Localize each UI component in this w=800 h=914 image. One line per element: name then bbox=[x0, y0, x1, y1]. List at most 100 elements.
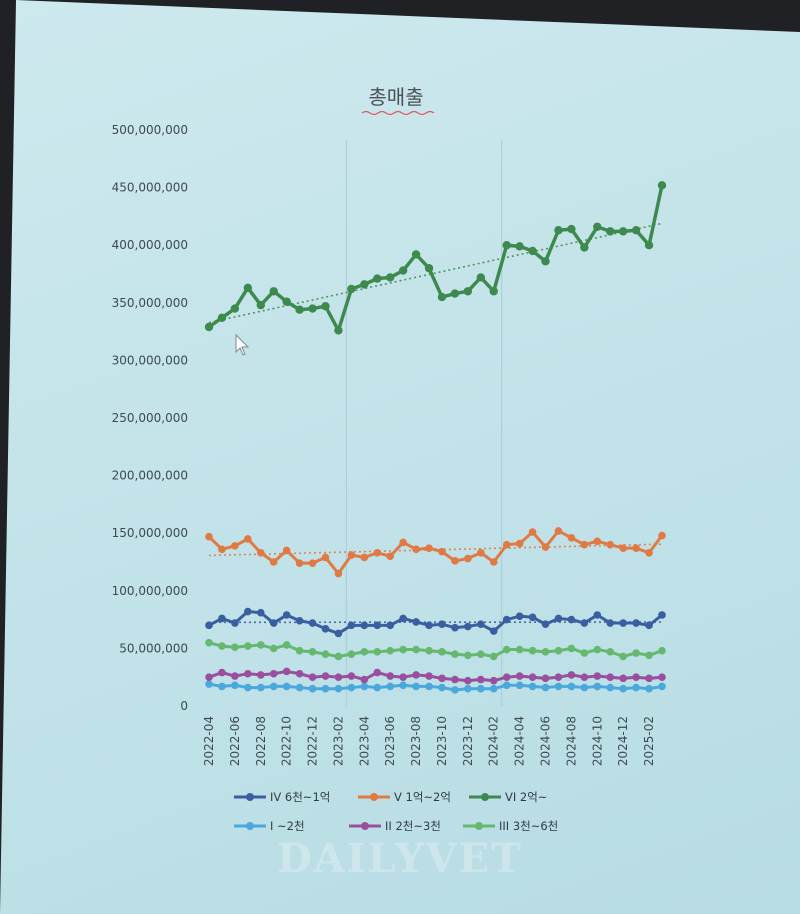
watermark: DAILYVET bbox=[277, 835, 523, 882]
data-point bbox=[567, 644, 576, 653]
data-point bbox=[308, 304, 317, 313]
data-point bbox=[541, 257, 550, 266]
x-tick-label: 2023-04 bbox=[357, 716, 371, 766]
data-point bbox=[528, 528, 537, 536]
data-point bbox=[244, 669, 252, 678]
data-point bbox=[658, 531, 666, 540]
data-point bbox=[334, 684, 343, 693]
legend-label: VI 2억~ bbox=[505, 790, 547, 804]
data-point bbox=[269, 669, 278, 678]
data-point bbox=[360, 280, 369, 289]
data-point bbox=[606, 227, 615, 236]
legend-item-2[interactable]: V 1억~2억 bbox=[358, 790, 451, 804]
data-point bbox=[541, 648, 550, 656]
data-point bbox=[502, 615, 511, 624]
data-point bbox=[386, 646, 395, 655]
data-point bbox=[463, 287, 473, 296]
data-point bbox=[438, 620, 446, 629]
y-tick-label: 500,000,000 bbox=[112, 123, 188, 137]
data-point bbox=[515, 242, 524, 251]
data-point bbox=[489, 627, 498, 635]
data-point bbox=[580, 619, 589, 627]
data-point bbox=[412, 618, 420, 626]
legend-marker bbox=[361, 822, 369, 830]
data-point bbox=[282, 682, 291, 691]
x-tick-label: 2024-02 bbox=[487, 716, 501, 766]
series-5 bbox=[205, 667, 666, 685]
data-point bbox=[386, 672, 395, 680]
series-line bbox=[207, 184, 664, 333]
data-point bbox=[631, 226, 641, 235]
legend-item-6[interactable]: III 3천~6천 bbox=[463, 819, 558, 833]
legend-label: II 2천~3천 bbox=[385, 819, 441, 833]
data-point bbox=[593, 645, 602, 654]
data-point bbox=[360, 648, 369, 656]
x-tick-label: 2023-06 bbox=[383, 716, 397, 766]
x-tick-label: 2024-06 bbox=[539, 716, 553, 766]
chart-title: 총매출 bbox=[368, 85, 423, 109]
data-point bbox=[269, 619, 278, 627]
legend-item-1[interactable]: IV 6천~1억 bbox=[234, 790, 330, 804]
data-point bbox=[425, 646, 433, 655]
legend-label: III 3천~6천 bbox=[499, 819, 558, 833]
data-point bbox=[541, 620, 550, 629]
legend-marker bbox=[246, 793, 254, 801]
data-point bbox=[373, 683, 382, 692]
data-point bbox=[321, 650, 330, 658]
data-point bbox=[256, 300, 265, 310]
data-point bbox=[528, 613, 537, 622]
legend[interactable]: IV 6천~1억 V 1억~2억 VI 2억~ I ~2천 II 2천~3천 III 3천… bbox=[234, 790, 558, 833]
data-point bbox=[593, 611, 602, 619]
legend-item-3[interactable]: VI 2억~ bbox=[469, 790, 547, 804]
data-point bbox=[464, 651, 472, 660]
data-point bbox=[619, 544, 627, 552]
data-point bbox=[205, 680, 213, 688]
series-4 bbox=[205, 680, 666, 694]
data-point bbox=[282, 546, 291, 555]
data-point bbox=[412, 645, 420, 654]
data-point bbox=[464, 676, 472, 685]
data-point bbox=[606, 540, 615, 549]
data-point bbox=[657, 181, 667, 190]
data-point bbox=[334, 652, 343, 661]
series-2 bbox=[205, 527, 666, 578]
legend-label: V 1억~2억 bbox=[394, 790, 451, 804]
legend-item-5[interactable]: II 2천~3천 bbox=[349, 819, 441, 833]
x-tick-label: 2023-02 bbox=[331, 716, 345, 766]
data-point bbox=[464, 622, 472, 631]
data-point bbox=[502, 540, 511, 549]
data-point bbox=[269, 558, 278, 566]
legend-marker bbox=[246, 822, 254, 830]
trendline-3 bbox=[208, 222, 663, 324]
data-point bbox=[502, 681, 511, 690]
data-point bbox=[386, 552, 395, 561]
data-point bbox=[580, 243, 589, 252]
data-point bbox=[658, 682, 666, 691]
data-point bbox=[528, 682, 537, 691]
data-point bbox=[244, 683, 252, 692]
x-tick-label: 2024-08 bbox=[564, 716, 578, 766]
data-point bbox=[477, 675, 485, 684]
data-point bbox=[580, 540, 589, 549]
x-tick-label: 2022-06 bbox=[228, 716, 242, 766]
data-point bbox=[295, 559, 304, 567]
data-point bbox=[205, 638, 213, 647]
data-point bbox=[567, 682, 576, 691]
data-point bbox=[632, 683, 640, 692]
data-point bbox=[450, 289, 460, 298]
data-point bbox=[619, 674, 627, 683]
series-3 bbox=[204, 181, 667, 335]
legend-item-4[interactable]: I ~2천 bbox=[234, 819, 305, 833]
data-point bbox=[554, 614, 563, 623]
data-point bbox=[464, 684, 472, 693]
data-point bbox=[515, 681, 524, 690]
x-tick-label: 2022-12 bbox=[306, 716, 320, 766]
data-point bbox=[489, 558, 498, 566]
data-point bbox=[515, 672, 524, 680]
x-tick-label: 2024-12 bbox=[616, 716, 630, 766]
data-point bbox=[282, 297, 291, 306]
x-axis: 2022-04 2022-06 2022-08 2022-10 2022-12 2023-… bbox=[202, 716, 656, 766]
data-point bbox=[541, 543, 550, 551]
